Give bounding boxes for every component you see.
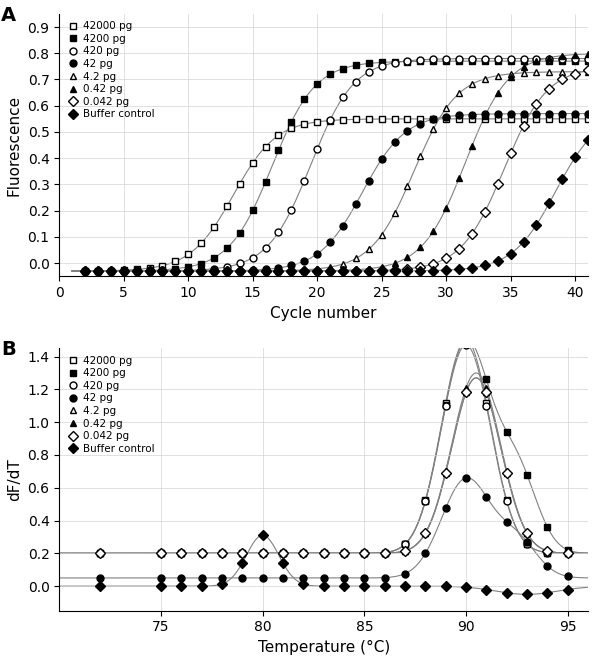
Legend: 42000 pg, 4200 pg, 420 pg, 42 pg, 4.2 pg, 0.42 pg, 0.042 pg, Buffer control: 42000 pg, 4200 pg, 420 pg, 42 pg, 4.2 pg… [64,354,157,456]
Y-axis label: dF/dT: dF/dT [7,458,22,501]
Text: B: B [1,340,16,359]
X-axis label: Cycle number: Cycle number [270,306,377,320]
Text: A: A [1,6,16,25]
Y-axis label: Fluorescence: Fluorescence [7,95,22,196]
Legend: 42000 pg, 4200 pg, 420 pg, 42 pg, 4.2 pg, 0.42 pg, 0.042 pg, Buffer control: 42000 pg, 4200 pg, 420 pg, 42 pg, 4.2 pg… [64,19,157,122]
X-axis label: Temperature (°C): Temperature (°C) [258,640,390,655]
